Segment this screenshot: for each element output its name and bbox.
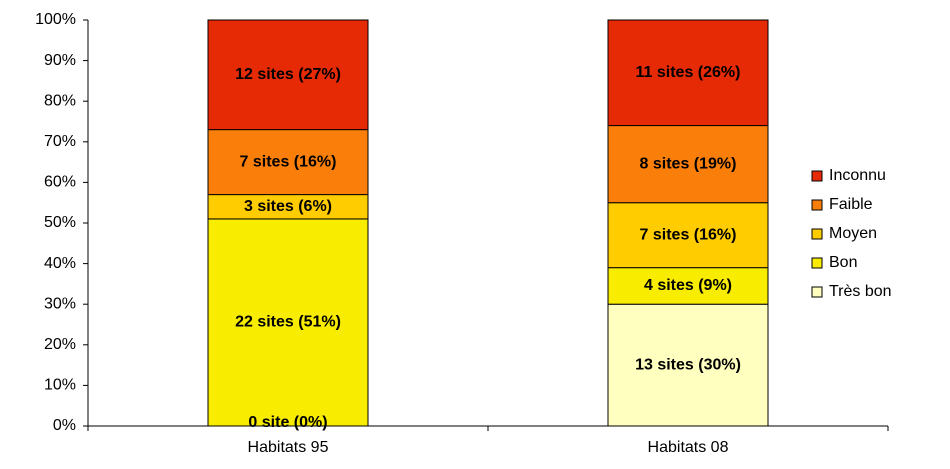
x-tick-label: Habitats 08: [648, 439, 729, 456]
y-tick-label: 90%: [44, 52, 76, 69]
data-label: 3 sites (6%): [244, 198, 332, 215]
data-label: 22 sites (51%): [235, 314, 341, 331]
y-tick-label: 30%: [44, 295, 76, 312]
bar-segment: [607, 303, 769, 427]
legend-label: Inconnu: [829, 167, 886, 184]
y-tick-label: 10%: [44, 377, 76, 394]
bar-segment: [607, 19, 769, 127]
data-label: 7 sites (16%): [240, 153, 337, 170]
data-label: 8 sites (19%): [640, 155, 737, 172]
y-tick-label: 20%: [44, 336, 76, 353]
legend-swatch: [811, 199, 823, 211]
y-tick-label: 40%: [44, 255, 76, 272]
bar-segment: [207, 19, 369, 131]
y-tick-label: 60%: [44, 174, 76, 191]
legend-swatch: [811, 257, 823, 269]
legend-swatch: [811, 228, 823, 240]
legend-label: Bon: [829, 254, 857, 271]
data-label: 4 sites (9%): [644, 277, 732, 294]
data-label: 0 site (0%): [248, 414, 327, 431]
y-tick-label: 0%: [53, 417, 76, 434]
y-tick-label: 70%: [44, 133, 76, 150]
bar-segment: [607, 125, 769, 204]
bar-segment: [607, 202, 769, 269]
data-label: 7 sites (16%): [640, 226, 737, 243]
legend-swatch: [811, 286, 823, 298]
legend-label: Moyen: [829, 225, 877, 242]
data-label: 12 sites (27%): [235, 66, 341, 83]
bar-segment: [207, 129, 369, 196]
legend-label: Très bon: [829, 283, 892, 300]
y-tick-label: 100%: [35, 11, 76, 28]
legend-swatch: [811, 170, 823, 182]
y-tick-label: 50%: [44, 214, 76, 231]
y-tick-label: 80%: [44, 92, 76, 109]
data-label: 13 sites (30%): [635, 356, 741, 373]
bar-segment: [207, 194, 369, 220]
x-tick-label: Habitats 95: [248, 439, 329, 456]
legend-label: Faible: [829, 196, 873, 213]
bar-segment: [207, 218, 369, 427]
data-label: 11 sites (26%): [636, 64, 741, 81]
